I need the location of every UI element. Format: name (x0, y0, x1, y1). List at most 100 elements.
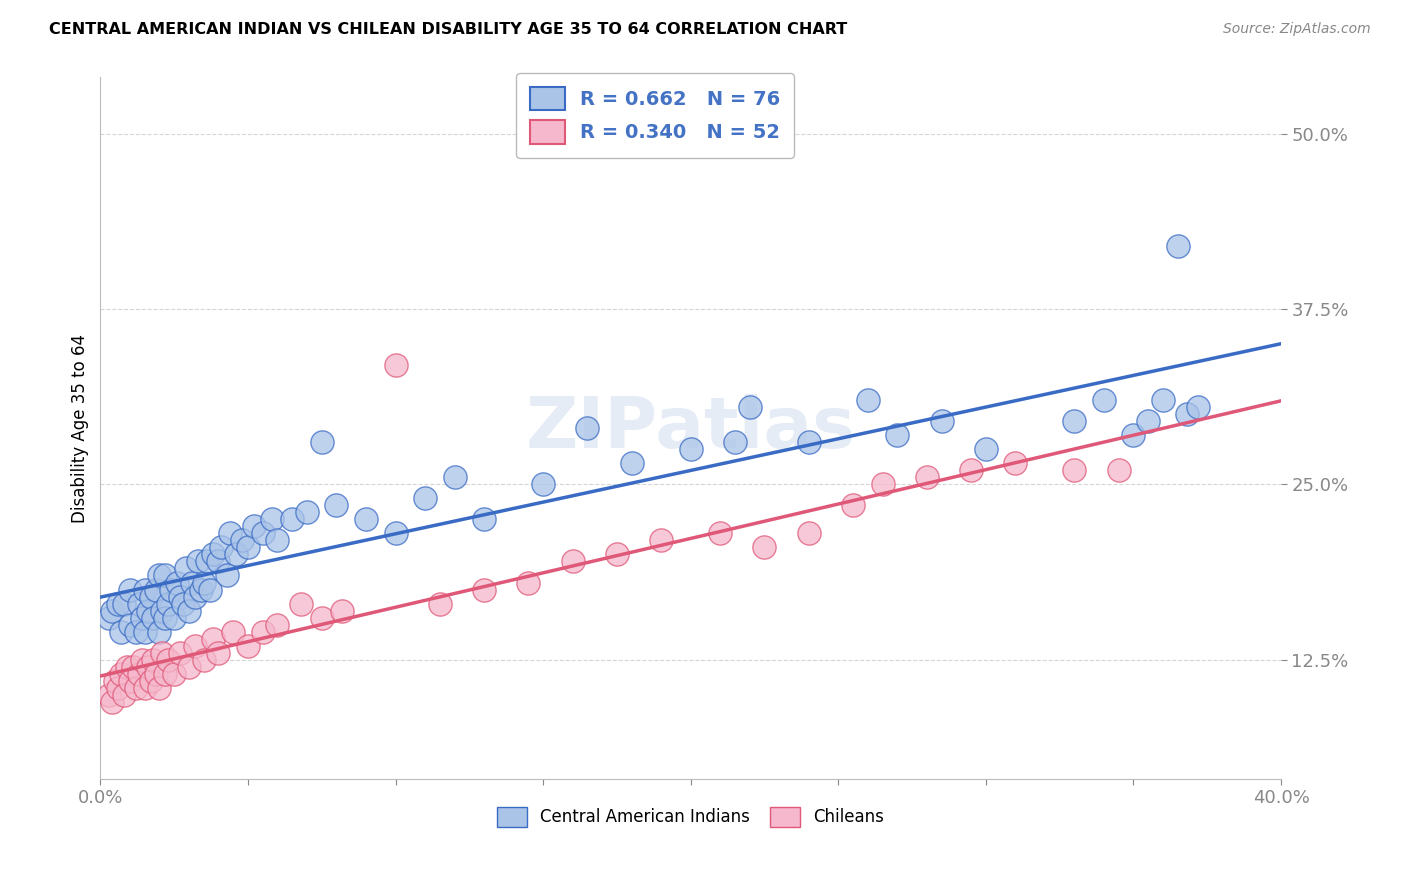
Point (131, 610, 153, 624)
Point (472, 582, 495, 597)
Point (131, 653, 153, 667)
Point (1063, 414, 1085, 428)
Point (576, 421, 599, 435)
Point (856, 393, 879, 408)
Point (222, 624, 245, 639)
Point (472, 512, 495, 526)
Point (974, 442, 997, 457)
Point (195, 554, 218, 568)
Point (125, 624, 148, 639)
Point (1137, 414, 1160, 428)
Point (207, 646, 229, 660)
Point (1063, 463, 1085, 477)
Point (332, 603, 354, 617)
Point (209, 541, 232, 555)
Point (754, 541, 776, 555)
Point (650, 533, 672, 548)
Point (110, 666, 132, 681)
Point (561, 554, 583, 568)
Point (266, 533, 288, 548)
Point (177, 603, 200, 617)
Point (201, 548, 224, 562)
Point (160, 582, 183, 597)
Point (177, 659, 200, 673)
Point (155, 568, 177, 582)
Point (1187, 400, 1209, 414)
Point (148, 568, 170, 582)
Point (184, 590, 207, 604)
Point (384, 358, 406, 372)
Point (166, 575, 188, 590)
Point (290, 597, 312, 611)
Point (886, 428, 908, 442)
Point (193, 653, 215, 667)
Point (1167, 239, 1189, 253)
Point (724, 435, 747, 450)
Point (118, 617, 141, 632)
Point (134, 582, 156, 597)
Point (134, 624, 156, 639)
Point (187, 554, 209, 568)
Point (931, 414, 953, 428)
Point (180, 575, 202, 590)
Point (139, 673, 162, 688)
Point (872, 477, 894, 491)
Point (217, 568, 239, 582)
Point (281, 512, 304, 526)
Point (354, 512, 377, 526)
Point (136, 603, 159, 617)
Point (384, 526, 406, 541)
Text: Source: ZipAtlas.com: Source: ZipAtlas.com (1223, 22, 1371, 37)
Point (1004, 456, 1026, 470)
Point (797, 526, 820, 541)
Point (128, 597, 150, 611)
Point (531, 477, 554, 491)
Point (107, 681, 129, 695)
Point (148, 624, 170, 639)
Point (118, 673, 141, 688)
Point (155, 666, 177, 681)
Point (184, 639, 207, 653)
Point (198, 582, 221, 597)
Point (98, 610, 121, 624)
Point (842, 499, 865, 513)
Point (260, 512, 283, 526)
Point (193, 575, 215, 590)
Point (98, 688, 121, 702)
Point (150, 603, 173, 617)
Point (1152, 393, 1174, 408)
Point (797, 435, 820, 450)
Point (110, 624, 132, 639)
Point (107, 597, 129, 611)
Point (112, 597, 135, 611)
Point (960, 463, 983, 477)
Point (157, 597, 180, 611)
Point (443, 470, 465, 484)
Point (606, 548, 628, 562)
Point (236, 639, 259, 653)
Point (121, 659, 143, 673)
Point (311, 435, 333, 450)
Point (145, 666, 167, 681)
Point (429, 597, 451, 611)
Point (169, 646, 191, 660)
Point (172, 597, 194, 611)
Point (1175, 407, 1198, 421)
Point (915, 470, 938, 484)
Point (174, 561, 197, 575)
Point (413, 491, 436, 506)
Point (207, 554, 229, 568)
Point (163, 610, 186, 624)
Point (231, 533, 253, 548)
Point (219, 526, 242, 541)
Point (266, 617, 288, 632)
Point (620, 456, 643, 470)
Point (243, 519, 266, 533)
Point (136, 659, 159, 673)
Point (155, 610, 177, 624)
Point (142, 653, 165, 667)
Point (517, 575, 540, 590)
Point (150, 646, 173, 660)
Point (115, 659, 138, 673)
Point (101, 695, 124, 709)
